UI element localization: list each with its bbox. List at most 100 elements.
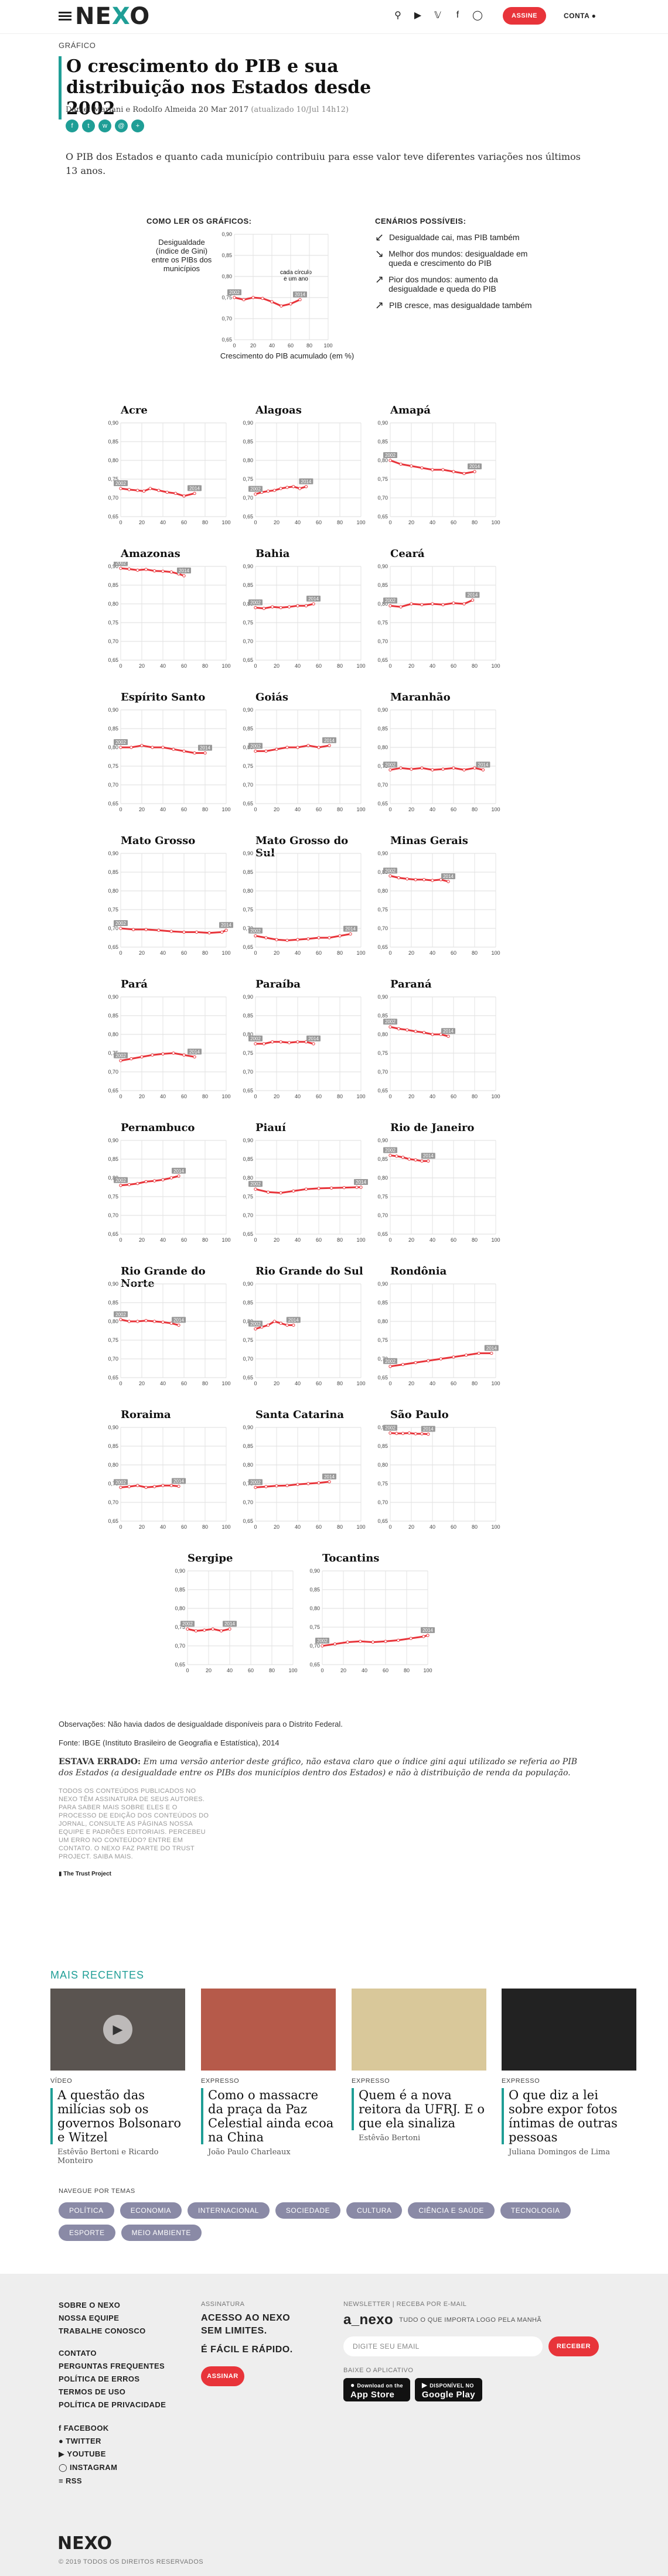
recent-headline[interactable]: O que diz a lei sobre expor fotos íntima… [502,2088,636,2144]
recent-thumb[interactable] [201,1989,336,2071]
link-share-icon[interactable]: + [131,119,144,132]
data-point [296,938,299,941]
tema-pill[interactable]: POLÍTICA [59,2202,114,2219]
recent-card[interactable]: ▶ VÍDEO A questão das milícias sob os go… [50,1989,185,2165]
state-name: Rio Grande do Sul [255,1265,363,1277]
x-tick-label: 40 [227,1668,233,1673]
correction-note: ESTAVA ERRADO: Em uma versão anterior de… [59,1757,586,1779]
account-link[interactable]: CONTA ● [564,12,596,20]
recent-thumb[interactable] [502,1989,636,2071]
x-tick-label: 20 [408,1094,414,1099]
y-tick-label: 0,70 [108,638,118,644]
email-field[interactable]: DIGITE SEU EMAIL [343,2336,543,2356]
recent-thumb[interactable]: ▶ [50,1989,185,2071]
end-label-text: 2014 [173,1169,184,1174]
data-point [399,462,403,466]
whatsapp-share-icon[interactable]: w [98,119,111,132]
x-tick-label: 100 [356,950,365,956]
tema-pill[interactable]: CULTURA [346,2202,403,2219]
state-chart: Amazonas 0,65 0,70 0,75 0,80 0,85 0,90 0 20 40 60 8… [100,548,234,688]
tema-pill[interactable]: TECNOLOGIA [500,2202,571,2219]
footer-link[interactable]: NOSSA EQUIPE [59,2314,120,2322]
tema-pill[interactable]: INTERNACIONAL [188,2202,270,2219]
y-tick-label: 0,80 [309,1605,320,1611]
facebook-share-icon[interactable]: f [66,119,79,132]
assine-button[interactable]: ASSINE [503,7,546,25]
recent-card[interactable]: EXPRESSO Como o massacre da praça da Paz… [201,1989,336,2157]
x-tick-label: 60 [451,520,456,525]
youtube-icon[interactable]: ▶ [414,11,422,21]
play-store-icon: ▶ [421,2381,430,2389]
google-play-badge[interactable]: ▶ DISPONÍVEL NO Google Play [414,2378,482,2401]
footer-link[interactable]: CONTATO [59,2349,97,2358]
end-label: 2014 [223,1621,237,1627]
y-tick-label: 0,85 [377,1013,388,1019]
tema-pill[interactable]: MEIO AMBIENTE [121,2225,202,2241]
logo[interactable]: NEXO [75,3,151,30]
rss-link[interactable]: ≡ RSS [59,2476,117,2485]
footer-link[interactable]: SOBRE O NEXO [59,2301,121,2309]
notes: Observações: Não havia dados de desigual… [59,1719,586,1880]
data-point [317,746,321,749]
start-label: 2002 [383,867,397,874]
instagram-link[interactable]: ◯ INSTAGRAM [59,2463,117,2472]
facebook-icon[interactable]: f [456,10,459,20]
start-label-text: 2002 [317,1638,328,1644]
arrow-up-right-icon: ↗ [375,274,384,285]
y-tick-label: 0,90 [377,563,388,569]
y-tick-label: 0,85 [108,1300,118,1306]
state-chart-svg: 0,65 0,70 0,75 0,80 0,85 0,90 0 20 40 60 80 100 2002… [108,1424,230,1530]
assinar-button[interactable]: ASSINAR [201,2366,244,2386]
y-tick-label: 0,75 [243,1194,253,1200]
recent-headline[interactable]: Quem é a nova reitora da UFRJ. E o que e… [352,2088,486,2130]
recent-headline[interactable]: A questão das milícias sob os governos B… [50,2088,185,2144]
start-label-text: 2002 [250,1321,261,1327]
play-icon[interactable]: ▶ [103,2015,132,2044]
instagram-icon[interactable]: ◯ [472,11,483,21]
x-tick-label: 100 [491,1237,500,1243]
x-tick-label: 40 [160,807,166,812]
y-tick-label: 0,75 [221,295,232,300]
state-chart: Amapá 0,65 0,70 0,75 0,80 0,85 0,90 0 20 40 60 80 10… [369,404,504,545]
tema-pill[interactable]: CIÊNCIA E SAÚDE [408,2202,495,2219]
series-line [254,744,330,752]
twitter-share-icon[interactable]: t [82,119,95,132]
search-icon[interactable]: ⚲ [394,11,401,21]
facebook-link[interactable]: f FACEBOOK [59,2424,117,2432]
receber-button[interactable]: RECEBER [548,2336,599,2356]
tema-pill[interactable]: ESPORTE [59,2225,115,2241]
twitter-link[interactable]: ● TWITTER [59,2437,117,2445]
x-tick-label: 100 [356,1094,365,1099]
data-point [203,1628,206,1632]
footer-link[interactable]: PERGUNTAS FREQUENTES [59,2362,165,2370]
y-tick-label: 0,75 [243,620,253,626]
facebook-icon: f [59,2424,64,2432]
footer-logo[interactable]: NEXO [57,2533,113,2554]
start-label-text: 2002 [385,868,396,873]
y-tick-label: 0,85 [243,1156,253,1162]
x-tick-label: 40 [430,1094,435,1099]
start-label-bg [180,1621,195,1627]
recent-card[interactable]: EXPRESSO Quem é a nova reitora da UFRJ. … [352,1989,486,2143]
footer-link[interactable]: POLÍTICA DE ERROS [59,2375,140,2383]
email-share-icon[interactable]: @ [115,119,128,132]
recent-thumb[interactable] [352,1989,486,2071]
footer-link[interactable]: POLÍTICA DE PRIVACIDADE [59,2400,166,2409]
youtube-link[interactable]: ▶ YOUTUBE [59,2449,117,2459]
x-tick-label: 20 [274,1237,280,1243]
start-label-bg [248,743,263,749]
data-point [420,1432,424,1436]
recent-card[interactable]: EXPRESSO O que diz a lei sobre expor fot… [502,1989,636,2157]
data-point [127,1183,131,1187]
footer-link[interactable]: TRABALHE CONOSCO [59,2326,146,2335]
app-store-badge[interactable]: ● Download on the App Store [343,2378,410,2401]
trust-project-logo[interactable]: ▮ The Trust Project [59,1871,111,1877]
data-point [261,296,264,300]
menu-icon[interactable] [59,12,71,21]
tema-pill[interactable]: ECONOMIA [120,2202,182,2219]
footer-link[interactable]: TERMOS DE USO [59,2387,126,2396]
twitter-icon[interactable]: 𝕍 [434,11,441,21]
tema-pill[interactable]: SOCIEDADE [275,2202,341,2219]
data-point [447,880,450,883]
recent-headline[interactable]: Como o massacre da praça da Paz Celestia… [201,2088,336,2144]
